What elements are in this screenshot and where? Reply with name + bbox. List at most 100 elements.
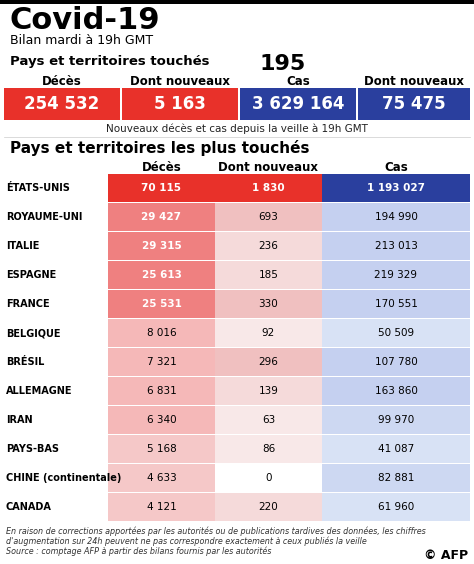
Text: 219 329: 219 329 [374, 270, 418, 280]
Text: 139: 139 [258, 386, 278, 396]
FancyBboxPatch shape [108, 493, 215, 521]
Text: 29 427: 29 427 [142, 212, 182, 222]
Text: 5 163: 5 163 [154, 95, 206, 113]
FancyBboxPatch shape [322, 464, 470, 492]
FancyBboxPatch shape [322, 290, 470, 318]
Text: ÉTATS-UNIS: ÉTATS-UNIS [6, 183, 70, 193]
Text: 70 115: 70 115 [142, 183, 182, 193]
FancyBboxPatch shape [322, 493, 470, 521]
FancyBboxPatch shape [108, 348, 215, 376]
FancyBboxPatch shape [108, 319, 215, 347]
Text: d'augmentation sur 24h peuvent ne pas correspondre exactement à ceux publiés la : d'augmentation sur 24h peuvent ne pas co… [6, 536, 367, 545]
Text: 8 016: 8 016 [146, 328, 176, 338]
FancyBboxPatch shape [215, 261, 322, 289]
Text: 693: 693 [258, 212, 278, 222]
FancyBboxPatch shape [322, 174, 470, 202]
FancyBboxPatch shape [108, 377, 215, 405]
FancyBboxPatch shape [215, 377, 322, 405]
Text: BELGIQUE: BELGIQUE [6, 328, 61, 338]
Text: 29 315: 29 315 [142, 241, 182, 251]
Text: 61 960: 61 960 [378, 502, 414, 512]
Text: PAYS-BAS: PAYS-BAS [6, 444, 59, 454]
Text: 330: 330 [259, 299, 278, 309]
Text: 296: 296 [258, 357, 278, 367]
Text: 220: 220 [259, 502, 278, 512]
FancyBboxPatch shape [215, 464, 322, 492]
Text: ITALIE: ITALIE [6, 241, 39, 251]
Text: ESPAGNE: ESPAGNE [6, 270, 56, 280]
Text: 50 509: 50 509 [378, 328, 414, 338]
Text: 5 168: 5 168 [146, 444, 176, 454]
FancyBboxPatch shape [322, 377, 470, 405]
Text: FRANCE: FRANCE [6, 299, 50, 309]
FancyBboxPatch shape [108, 406, 215, 434]
Text: En raison de corrections apportées par les autorités ou de publications tardives: En raison de corrections apportées par l… [6, 527, 426, 536]
Text: 1 830: 1 830 [252, 183, 285, 193]
FancyBboxPatch shape [4, 88, 120, 120]
Text: Cas: Cas [286, 75, 310, 88]
Text: © AFP: © AFP [424, 549, 468, 562]
FancyBboxPatch shape [215, 232, 322, 260]
Text: ALLEMAGNE: ALLEMAGNE [6, 386, 73, 396]
Text: Cas: Cas [384, 161, 408, 174]
FancyBboxPatch shape [358, 88, 470, 120]
Text: 7 321: 7 321 [146, 357, 176, 367]
Text: CHINE (continentale): CHINE (continentale) [6, 473, 121, 483]
FancyBboxPatch shape [215, 319, 322, 347]
Text: Dont nouveaux: Dont nouveaux [130, 75, 230, 88]
Text: 4 633: 4 633 [146, 473, 176, 483]
FancyBboxPatch shape [215, 174, 322, 202]
Text: Décès: Décès [42, 75, 82, 88]
FancyBboxPatch shape [215, 348, 322, 376]
Text: 6 831: 6 831 [146, 386, 176, 396]
FancyBboxPatch shape [215, 406, 322, 434]
FancyBboxPatch shape [215, 493, 322, 521]
Text: 92: 92 [262, 328, 275, 338]
FancyBboxPatch shape [240, 88, 356, 120]
Text: 163 860: 163 860 [374, 386, 418, 396]
Text: 25 531: 25 531 [142, 299, 182, 309]
FancyBboxPatch shape [108, 464, 215, 492]
FancyBboxPatch shape [122, 88, 238, 120]
FancyBboxPatch shape [322, 232, 470, 260]
Text: Bilan mardi à 19h GMT: Bilan mardi à 19h GMT [10, 34, 153, 47]
Text: Dont nouveaux: Dont nouveaux [219, 161, 319, 174]
Text: IRAN: IRAN [6, 415, 33, 425]
FancyBboxPatch shape [215, 290, 322, 318]
Text: 41 087: 41 087 [378, 444, 414, 454]
FancyBboxPatch shape [322, 348, 470, 376]
FancyBboxPatch shape [215, 203, 322, 231]
Text: 107 780: 107 780 [374, 357, 418, 367]
Text: 63: 63 [262, 415, 275, 425]
Text: Pays et territoires les plus touchés: Pays et territoires les plus touchés [10, 140, 310, 156]
Text: 3 629 164: 3 629 164 [252, 95, 344, 113]
FancyBboxPatch shape [322, 261, 470, 289]
Text: 75 475: 75 475 [382, 95, 446, 113]
Text: 194 990: 194 990 [374, 212, 418, 222]
Text: 195: 195 [260, 54, 306, 74]
FancyBboxPatch shape [322, 203, 470, 231]
FancyBboxPatch shape [0, 0, 474, 4]
Text: 82 881: 82 881 [378, 473, 414, 483]
Text: CANADA: CANADA [6, 502, 52, 512]
Text: 236: 236 [258, 241, 278, 251]
Text: 213 013: 213 013 [374, 241, 418, 251]
FancyBboxPatch shape [108, 203, 215, 231]
Text: 1 193 027: 1 193 027 [367, 183, 425, 193]
Text: 99 970: 99 970 [378, 415, 414, 425]
FancyBboxPatch shape [322, 435, 470, 463]
FancyBboxPatch shape [108, 261, 215, 289]
Text: 86: 86 [262, 444, 275, 454]
Text: 6 340: 6 340 [146, 415, 176, 425]
Text: 185: 185 [258, 270, 278, 280]
Text: BRÉSIL: BRÉSIL [6, 357, 45, 367]
FancyBboxPatch shape [322, 406, 470, 434]
Text: Décès: Décès [142, 161, 182, 174]
FancyBboxPatch shape [108, 435, 215, 463]
Text: 170 551: 170 551 [374, 299, 418, 309]
Text: Dont nouveaux: Dont nouveaux [364, 75, 464, 88]
FancyBboxPatch shape [215, 435, 322, 463]
Text: 0: 0 [265, 473, 272, 483]
Text: 4 121: 4 121 [146, 502, 176, 512]
Text: Covid-19: Covid-19 [10, 6, 161, 35]
